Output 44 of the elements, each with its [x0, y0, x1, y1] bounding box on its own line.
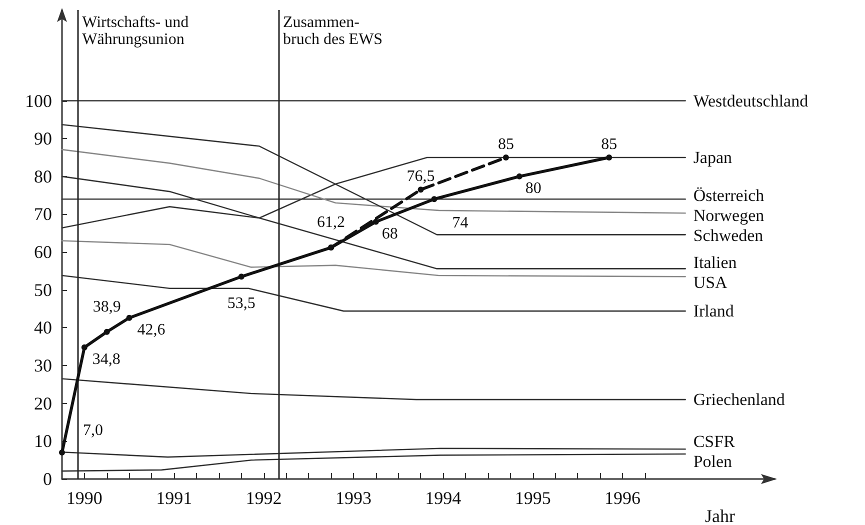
- y-tick-label: 40: [34, 318, 52, 338]
- y-tick-label: 30: [34, 356, 52, 376]
- x-axis-title: Jahr: [705, 506, 735, 525]
- y-tick-label: 60: [34, 242, 52, 262]
- y-tick-label: 0: [43, 469, 52, 489]
- data-label: 61,2: [317, 214, 346, 232]
- data-label: 85: [601, 136, 618, 154]
- series-label: USA: [693, 273, 728, 292]
- y-tick-label: 90: [34, 128, 52, 149]
- series-label: Irland: [693, 302, 734, 321]
- series-label: Japan: [693, 148, 733, 168]
- data-label: 68: [382, 225, 398, 242]
- series-label: Polen: [693, 452, 733, 472]
- data-label: 42,6: [137, 321, 166, 338]
- data-label: 76,5: [406, 168, 435, 186]
- data-label: 74: [452, 214, 468, 232]
- series-label: Norwegen: [693, 206, 765, 226]
- y-tick-label: 20: [34, 393, 52, 414]
- series-label: Italien: [693, 253, 738, 272]
- y-tick-label: 70: [34, 204, 52, 224]
- x-tick-label: 1991: [156, 488, 192, 508]
- data-label: 34,8: [92, 350, 120, 368]
- y-tick-label: 100: [25, 90, 52, 111]
- ref-line-label: Zusammen- bruch des EWS: [283, 14, 383, 48]
- x-tick-label: 1994: [425, 488, 462, 508]
- data-label: 7,0: [83, 422, 103, 440]
- y-tick-label: 10: [34, 431, 52, 452]
- series-label: Österreich: [693, 186, 765, 206]
- x-tick-label: 1996: [604, 488, 641, 508]
- series-label: CSFR: [693, 432, 736, 452]
- series-label: Westdeutschland: [693, 91, 809, 110]
- data-label: 85: [498, 136, 514, 154]
- y-tick-label: 80: [34, 166, 52, 186]
- x-tick-label: 1992: [246, 488, 282, 508]
- x-tick-label: 1995: [514, 488, 551, 508]
- series-label: Schweden: [693, 226, 764, 246]
- ref-line-label: Wirtschafts- und Währungsunion: [82, 14, 189, 48]
- data-label: 53,5: [227, 295, 256, 312]
- y-tick-label: 50: [34, 280, 52, 300]
- x-tick-label: 1993: [335, 488, 372, 508]
- data-label: 80: [525, 180, 542, 197]
- data-label: 38,9: [92, 298, 121, 316]
- series-label: Griechenland: [693, 390, 786, 410]
- x-tick-label: 1990: [66, 488, 102, 508]
